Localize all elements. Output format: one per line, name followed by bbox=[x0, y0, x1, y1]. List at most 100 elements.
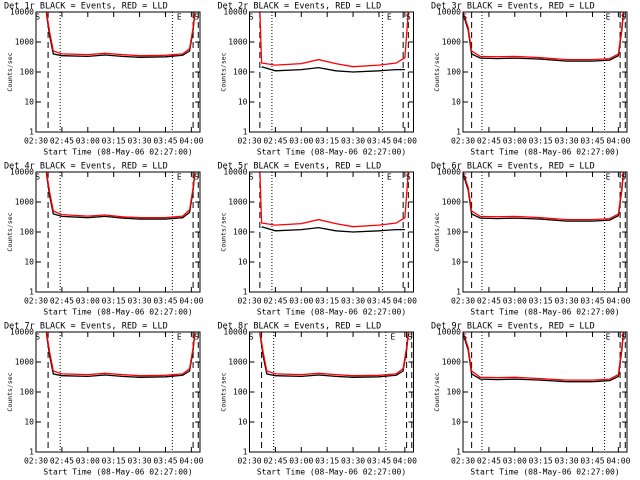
data-line bbox=[463, 13, 625, 62]
y-axis-label: Counts/sec bbox=[433, 212, 441, 251]
x-tick-label: 03:30 bbox=[555, 457, 579, 466]
x-tick-label: 02:30 bbox=[24, 457, 48, 466]
chart-title: Det 2r BLACK = Events, RED = LLD bbox=[218, 2, 382, 12]
x-tick-label: 03:30 bbox=[128, 297, 152, 306]
x-tick-label: 03:45 bbox=[153, 457, 177, 466]
x-tick-label: 02:30 bbox=[24, 137, 48, 146]
x-tick-label: 03:15 bbox=[315, 457, 339, 466]
x-tick-label: 04:00 bbox=[393, 457, 417, 466]
plot-frame bbox=[462, 11, 628, 133]
y-tick-label: 1 bbox=[456, 448, 461, 457]
annotation: S bbox=[194, 13, 199, 22]
y-tick-label: 1 bbox=[456, 288, 461, 297]
data-line bbox=[259, 12, 409, 68]
y-tick-label: 100 bbox=[447, 388, 462, 397]
x-tick-label: 03:00 bbox=[503, 297, 527, 306]
y-axis-label: Counts/sec bbox=[6, 52, 14, 91]
y-tick-label: 10000 bbox=[223, 8, 247, 17]
annotation: E bbox=[606, 333, 611, 342]
annotation: S bbox=[406, 173, 411, 182]
y-tick-label: 1000 bbox=[15, 358, 34, 367]
y-tick-label: 1000 bbox=[442, 358, 461, 367]
y-tick-label: 100 bbox=[20, 388, 35, 397]
y-tick-label: 10000 bbox=[10, 8, 34, 17]
annotation: S bbox=[35, 173, 40, 182]
x-tick-label: 03:45 bbox=[153, 137, 177, 146]
panel: Det 5r BLACK = Events, RED = LLD Start Ti… bbox=[218, 162, 418, 317]
plot-frame bbox=[462, 171, 628, 293]
y-axis-label: Counts/sec bbox=[220, 52, 228, 91]
annotation: S bbox=[194, 173, 199, 182]
data-line bbox=[45, 332, 196, 377]
plot-frame bbox=[249, 171, 414, 293]
x-tick-label: 02:45 bbox=[263, 297, 287, 306]
y-axis-label: Counts/sec bbox=[6, 212, 14, 251]
x-axis-label: Start Time (08-May-06 02:27:00) bbox=[470, 148, 619, 157]
x-tick-label: 03:30 bbox=[555, 297, 579, 306]
x-axis-label: Start Time (08-May-06 02:27:00) bbox=[43, 468, 192, 477]
x-tick-label: 04:00 bbox=[606, 137, 630, 146]
data-line bbox=[463, 12, 625, 61]
data-line bbox=[463, 332, 625, 381]
x-tick-label: 04:00 bbox=[393, 137, 417, 146]
chart-title: Det 4r BLACK = Events, RED = LLD bbox=[4, 162, 168, 172]
plot-area bbox=[259, 12, 409, 132]
x-tick-label: 03:00 bbox=[289, 297, 313, 306]
y-axis-label: Counts/sec bbox=[220, 372, 228, 411]
annotation: E bbox=[177, 173, 182, 182]
x-axis-label: Start Time (08-May-06 02:27:00) bbox=[257, 468, 406, 477]
chart-title: Det 8r BLACK = Events, RED = LLD bbox=[218, 322, 382, 332]
panel: Det 2r BLACK = Events, RED = LLD Start Ti… bbox=[218, 2, 418, 157]
x-tick-label: 03:45 bbox=[367, 457, 391, 466]
x-tick-label: 03:30 bbox=[341, 457, 365, 466]
plot-area bbox=[45, 332, 199, 452]
y-tick-label: 10 bbox=[24, 418, 34, 427]
plot-area bbox=[463, 172, 626, 292]
annotation: S bbox=[408, 333, 413, 342]
x-tick-label: 02:45 bbox=[477, 137, 501, 146]
x-tick-label: 03:30 bbox=[341, 137, 365, 146]
y-tick-label: 100 bbox=[20, 68, 35, 77]
x-tick-label: 02:30 bbox=[237, 297, 261, 306]
data-line bbox=[463, 172, 625, 221]
y-tick-label: 100 bbox=[233, 388, 248, 397]
annotation: E bbox=[177, 333, 182, 342]
x-tick-label: 02:45 bbox=[263, 457, 287, 466]
panel: Det 6r BLACK = Events, RED = LLD Start Ti… bbox=[431, 162, 631, 317]
plot-frame bbox=[249, 331, 414, 453]
data-line bbox=[261, 226, 405, 233]
x-axis-label: Start Time (08-May-06 02:27:00) bbox=[257, 148, 406, 157]
y-tick-label: 100 bbox=[233, 228, 248, 237]
y-axis-label: Counts/sec bbox=[433, 52, 441, 91]
panel: Det 1r BLACK = Events, RED = LLD Start Ti… bbox=[4, 2, 204, 157]
y-tick-label: 1 bbox=[243, 128, 248, 137]
annotation: E bbox=[606, 173, 611, 182]
x-tick-label: 04:00 bbox=[393, 297, 417, 306]
x-tick-label: 04:00 bbox=[606, 457, 630, 466]
x-axis-label: Start Time (08-May-06 02:27:00) bbox=[257, 308, 406, 317]
chart-title: Det 7r BLACK = Events, RED = LLD bbox=[4, 322, 168, 332]
annotation: S bbox=[249, 333, 254, 342]
x-tick-label: 03:00 bbox=[76, 297, 100, 306]
plot-frame bbox=[462, 331, 628, 453]
x-tick-label: 03:00 bbox=[289, 457, 313, 466]
y-tick-label: 1000 bbox=[228, 38, 247, 47]
annotation: S bbox=[249, 13, 254, 22]
y-tick-label: 10 bbox=[238, 98, 248, 107]
x-tick-label: 03:30 bbox=[555, 137, 579, 146]
x-tick-label: 03:15 bbox=[102, 297, 126, 306]
x-tick-label: 02:45 bbox=[477, 457, 501, 466]
y-tick-label: 10 bbox=[238, 258, 248, 267]
annotation: S bbox=[249, 173, 254, 182]
annotation: S bbox=[35, 333, 40, 342]
x-tick-label: 03:15 bbox=[102, 137, 126, 146]
x-tick-label: 03:15 bbox=[529, 297, 553, 306]
x-tick-label: 03:45 bbox=[580, 297, 604, 306]
panel: Det 9r BLACK = Events, RED = LLD Start Ti… bbox=[431, 322, 631, 477]
data-line bbox=[259, 172, 409, 228]
y-tick-label: 1000 bbox=[228, 358, 247, 367]
x-tick-label: 03:30 bbox=[128, 137, 152, 146]
x-tick-label: 02:45 bbox=[477, 297, 501, 306]
data-line bbox=[45, 13, 196, 58]
plot-frame bbox=[35, 171, 201, 293]
